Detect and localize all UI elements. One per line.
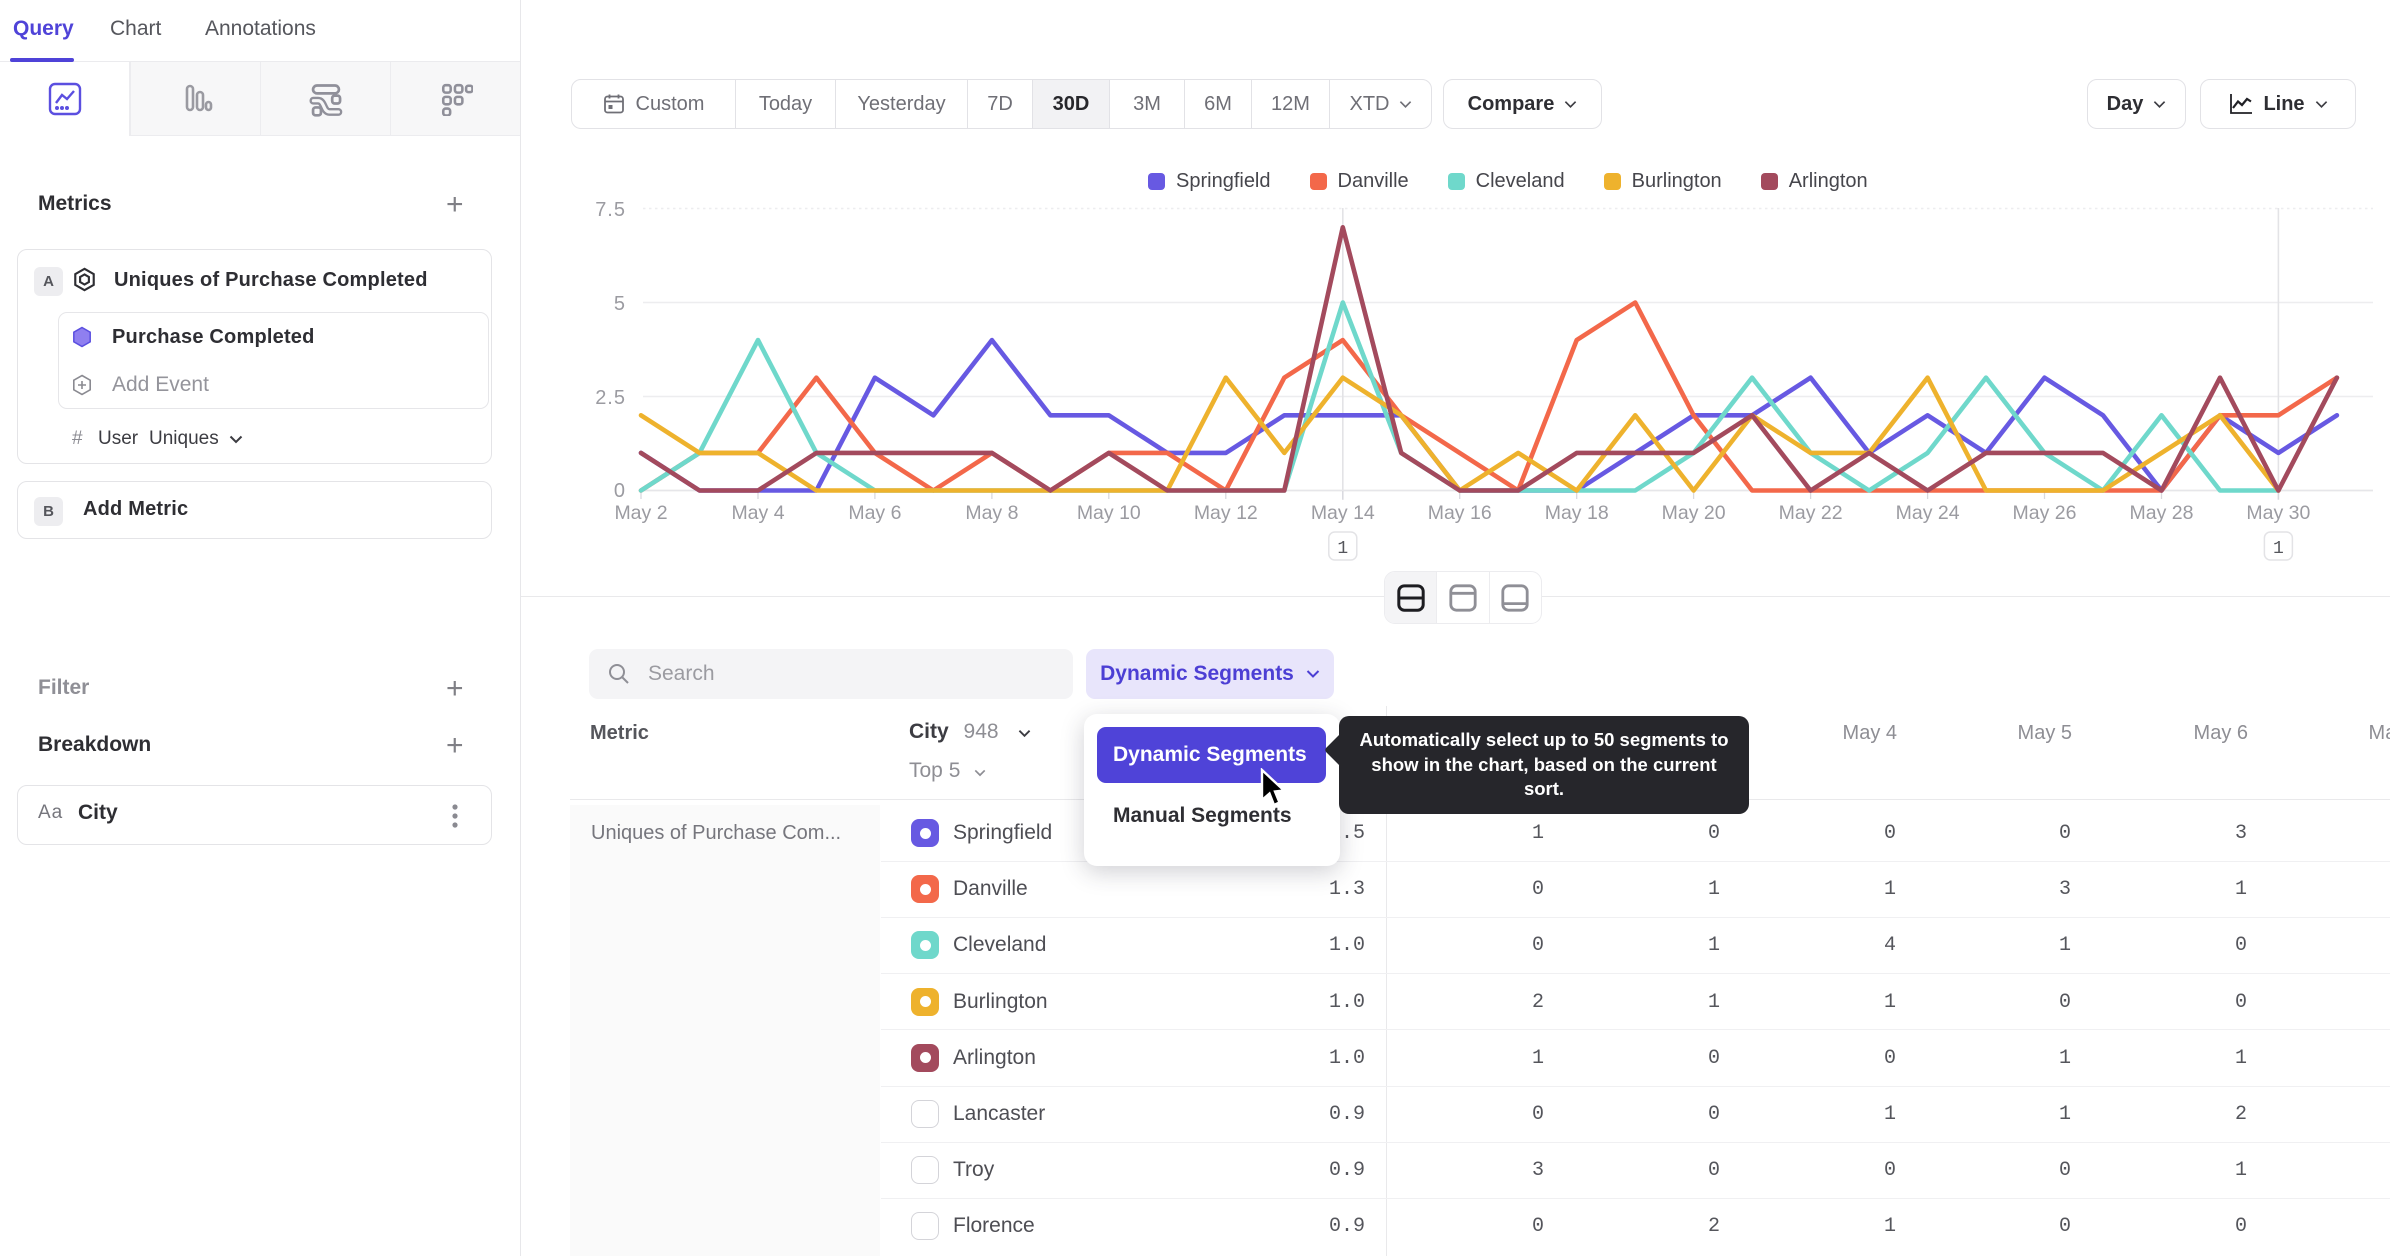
svg-text:May 8: May 8 xyxy=(965,502,1018,524)
svg-text:May 22: May 22 xyxy=(1779,502,1843,524)
svg-text:2.5: 2.5 xyxy=(595,387,626,409)
svg-text:0: 0 xyxy=(614,480,626,502)
svg-text:5: 5 xyxy=(614,293,626,315)
svg-text:May 10: May 10 xyxy=(1077,502,1141,524)
svg-text:May 28: May 28 xyxy=(2130,502,2194,524)
svg-text:May 2: May 2 xyxy=(614,502,667,524)
svg-text:1: 1 xyxy=(2273,539,2284,559)
svg-text:May 16: May 16 xyxy=(1428,502,1492,524)
svg-text:May 24: May 24 xyxy=(1896,502,1960,524)
svg-text:May 20: May 20 xyxy=(1662,502,1726,524)
svg-text:May 14: May 14 xyxy=(1311,502,1375,524)
svg-text:May 12: May 12 xyxy=(1194,502,1258,524)
svg-text:May 4: May 4 xyxy=(731,502,784,524)
svg-text:7.5: 7.5 xyxy=(595,199,626,221)
svg-text:May 30: May 30 xyxy=(2246,502,2310,524)
svg-text:May 18: May 18 xyxy=(1545,502,1609,524)
svg-text:May 6: May 6 xyxy=(848,502,901,524)
svg-text:May 26: May 26 xyxy=(2013,502,2077,524)
svg-text:1: 1 xyxy=(1337,539,1348,559)
